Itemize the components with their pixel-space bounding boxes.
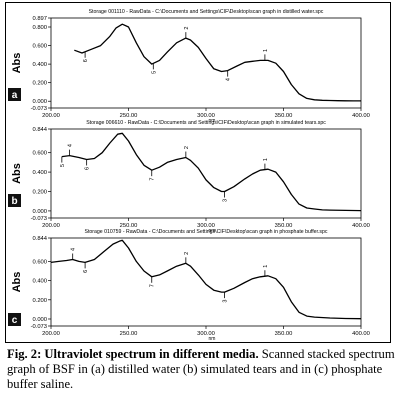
peak-marker-label: 5 xyxy=(60,164,66,167)
peak-marker-label: 3 xyxy=(223,199,229,202)
y-axis-label: Abs xyxy=(11,53,23,74)
y-tick-label: 0.000 xyxy=(32,209,47,215)
x-tick-label: 350.00 xyxy=(275,331,293,337)
plot-frame xyxy=(50,128,362,219)
peak-marker-label: 7 xyxy=(150,178,156,181)
x-tick-label: 400.00 xyxy=(352,331,370,337)
panel-label-box xyxy=(8,194,21,207)
y-tick-label: 0.000 xyxy=(32,317,47,323)
figure-caption: Fig. 2: Ultraviolet spectrum in differen… xyxy=(7,347,395,392)
peak-marker-label: 4 xyxy=(71,248,77,251)
peak-marker-label: 1 xyxy=(263,49,269,52)
panel-b: Storage 006610 - RawData - C:\Documents … xyxy=(8,120,370,234)
caption-lead: Fig. 2: Ultraviolet spectrum in differen… xyxy=(7,347,259,361)
plot-frame xyxy=(50,237,362,327)
peak-marker-label: 2 xyxy=(184,252,190,255)
figure-frame xyxy=(5,2,391,343)
x-tick-label: 200.00 xyxy=(42,223,60,229)
panel-label: b xyxy=(11,196,17,207)
x-tick-label: 250.00 xyxy=(120,331,138,337)
x-tick-label: 400.00 xyxy=(352,223,370,229)
spectrum-line xyxy=(74,23,361,102)
panel-label: c xyxy=(12,315,18,326)
x-tick-label: 200.00 xyxy=(42,113,60,119)
peak-marker-label: 2 xyxy=(184,27,190,30)
peak-marker-label: 7 xyxy=(150,284,156,287)
x-tick-label: 350.00 xyxy=(275,223,293,229)
peak-marker-label: 2 xyxy=(184,146,190,149)
peak-marker-label: 6 xyxy=(85,167,91,170)
y-tick-label: 0.200 xyxy=(32,81,47,87)
caption-text: Scanned stacked spectrum graph of BSF in… xyxy=(7,347,395,391)
x-tick-label: 250.00 xyxy=(120,113,138,119)
peak-marker-label: 5 xyxy=(151,71,157,74)
x-tick-label: 400.00 xyxy=(352,113,370,119)
panel-c: Storage 010759 - RawData - C:\Documents … xyxy=(8,229,370,342)
y-tick-label: 0.400 xyxy=(32,62,47,68)
y-tick-label: -0.073 xyxy=(31,216,47,222)
peak-marker-label: 6 xyxy=(83,59,89,62)
x-tick-label: 350.00 xyxy=(275,113,293,119)
y-tick-label: 0.200 xyxy=(32,298,47,304)
peak-marker-label: 4 xyxy=(68,144,74,147)
chart-title: Storage 006610 - RawData - C:\Documents … xyxy=(86,120,326,126)
y-tick-label: 0.200 xyxy=(32,190,47,196)
spectrum-line xyxy=(61,132,362,212)
y-axis-label: Abs xyxy=(11,272,23,293)
panel-label: a xyxy=(12,90,18,101)
y-tick-label: 0.897 xyxy=(32,16,47,22)
y-tick-label: 0.844 xyxy=(32,127,47,133)
x-tick-label: 200.00 xyxy=(42,331,60,337)
peak-marker-label: 4 xyxy=(226,78,232,81)
plot-frame xyxy=(50,17,362,109)
y-tick-label: 0.600 xyxy=(32,259,47,265)
chart-title: Storage 001110 - RawData - C:\Documents … xyxy=(89,9,324,15)
panel-label-box xyxy=(8,313,21,326)
y-tick-label: 0.000 xyxy=(32,99,47,105)
y-tick-label: 0.400 xyxy=(32,170,47,176)
y-axis-label: Abs xyxy=(11,163,23,184)
peak-marker-label: 3 xyxy=(223,300,229,303)
panel-a: Storage 001110 - RawData - C:\Documents … xyxy=(8,9,370,124)
peak-marker-label: 6 xyxy=(83,270,89,273)
x-axis-label: nm xyxy=(209,336,216,342)
panel-label-box xyxy=(8,88,21,101)
x-tick-label: 300.00 xyxy=(197,113,215,119)
x-axis-label: nm xyxy=(209,228,216,234)
spectrum-line xyxy=(50,239,362,320)
y-tick-label: 0.844 xyxy=(32,236,47,242)
chart-title: Storage 010759 - RawData - C:\Documents … xyxy=(85,229,328,235)
y-tick-label: -0.073 xyxy=(31,106,47,112)
y-tick-label: 0.600 xyxy=(32,44,47,50)
x-tick-label: 300.00 xyxy=(197,223,215,229)
x-tick-label: 300.00 xyxy=(197,331,215,337)
y-tick-label: 0.800 xyxy=(32,25,47,31)
y-tick-label: -0.073 xyxy=(31,324,47,330)
peak-marker-label: 1 xyxy=(263,158,269,161)
y-tick-label: 0.400 xyxy=(32,279,47,285)
x-tick-label: 250.00 xyxy=(120,223,138,229)
y-tick-label: 0.600 xyxy=(32,151,47,157)
peak-marker-label: 1 xyxy=(263,265,269,268)
x-axis-label: nm xyxy=(209,118,216,124)
